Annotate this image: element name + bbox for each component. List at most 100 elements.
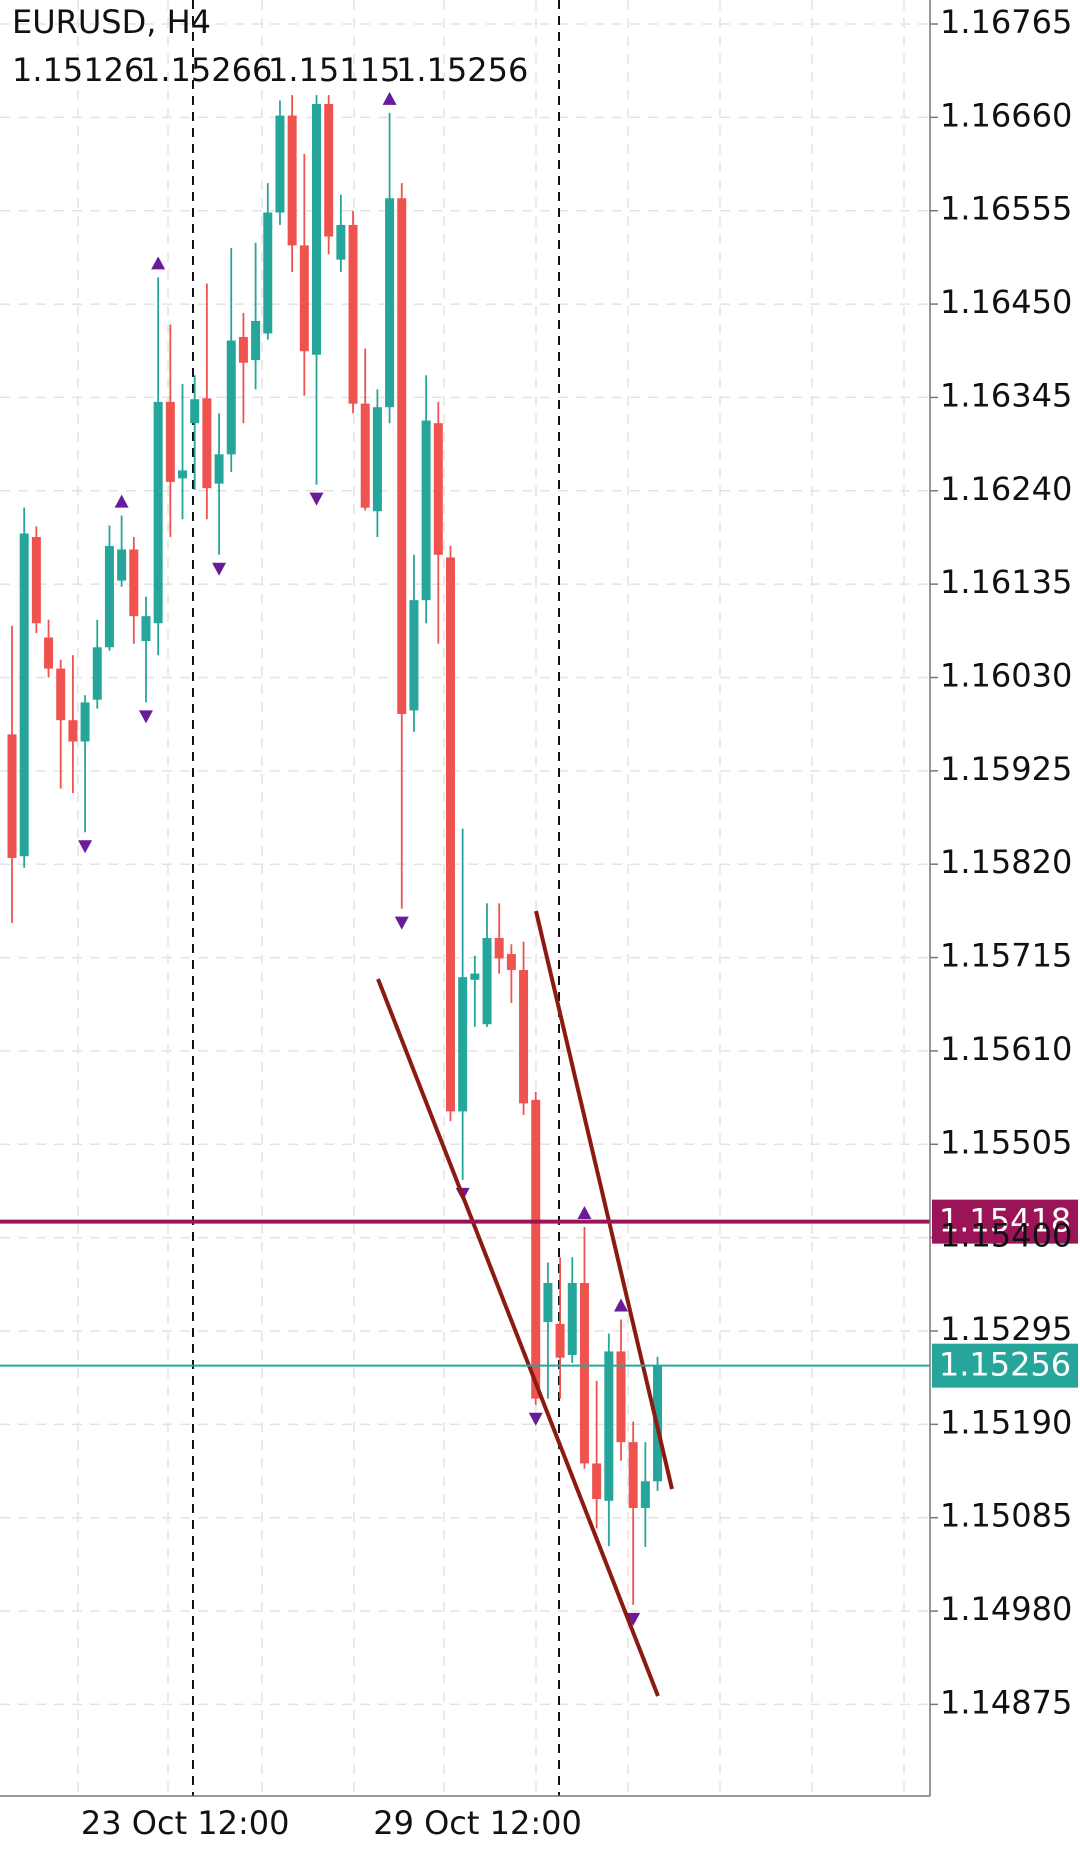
candle-body — [470, 973, 480, 980]
candle-body — [324, 104, 334, 237]
fractal-up — [151, 256, 166, 270]
candle-body — [616, 1351, 626, 1443]
candle-body — [238, 336, 248, 363]
y-tick-label: 1.16450 — [940, 283, 1072, 321]
ohlc-low: 1.15115 — [268, 51, 400, 89]
price-label-box — [932, 1343, 1078, 1388]
trend-line — [376, 978, 660, 1697]
fractal-down — [528, 1412, 543, 1426]
y-tick-label: 1.16765 — [940, 3, 1072, 41]
candle-body — [494, 938, 504, 959]
fractal-down — [78, 840, 93, 854]
y-tick-label: 1.14980 — [940, 1590, 1072, 1628]
candle-body — [397, 198, 407, 714]
overlay: 1.15418 1.15256 — [0, 1199, 1078, 1388]
candle-body — [543, 1282, 553, 1323]
candle-body — [360, 403, 370, 508]
candle-body — [44, 637, 54, 669]
candle-body — [153, 401, 163, 624]
y-tick-label: 1.15715 — [940, 937, 1072, 975]
ohlc-header: 1.15126 1.15266 1.15115 1.15256 — [12, 51, 528, 89]
candle-body — [19, 533, 29, 857]
candle-body — [202, 398, 212, 489]
candle-body — [372, 407, 382, 512]
chart-title: EURUSD, H4 — [12, 3, 211, 41]
candle-body — [421, 420, 431, 601]
candle-body — [214, 454, 224, 484]
candle-body — [385, 198, 395, 408]
candle-body — [336, 224, 346, 260]
fractal-up — [577, 1205, 592, 1219]
y-tick-label: 1.15610 — [940, 1030, 1072, 1068]
y-tick-label: 1.16660 — [940, 96, 1072, 134]
candle-body — [506, 954, 516, 971]
fractal-down — [138, 710, 153, 724]
price-label: 1.15418 — [939, 1202, 1071, 1240]
y-tick-label: 1.15820 — [940, 843, 1072, 881]
candle-body — [640, 1481, 650, 1508]
x-tick-label: 23 Oct 12:00 — [81, 1804, 290, 1842]
candle-body — [409, 600, 419, 711]
fractal-up — [382, 91, 397, 105]
candle-body — [104, 545, 114, 648]
vertical-grid — [77, 0, 905, 1796]
candle-body — [7, 734, 17, 858]
x-tick-label: 29 Oct 12:00 — [373, 1804, 582, 1842]
candle-body — [519, 970, 529, 1104]
horizontal-grid — [0, 23, 938, 1706]
y-tick-label: 1.16030 — [940, 657, 1072, 695]
candle-body — [348, 224, 358, 404]
candle-body — [604, 1351, 614, 1501]
candle-body — [299, 245, 309, 352]
fractal-down — [626, 1612, 641, 1626]
candle-body — [312, 104, 321, 355]
candles — [7, 91, 663, 1626]
candle-body — [68, 720, 78, 742]
candle-body — [531, 1099, 541, 1399]
fractal-up — [114, 494, 129, 508]
y-tick-label: 1.16345 — [940, 376, 1072, 414]
candle-body — [567, 1282, 577, 1356]
y-tick-label: 1.15085 — [940, 1497, 1072, 1535]
y-tick-label: 1.15295 — [940, 1310, 1072, 1348]
candle-body — [445, 557, 455, 1112]
candle-body — [117, 549, 127, 581]
candle-body — [579, 1282, 589, 1464]
candle-body — [263, 212, 273, 334]
candle-body — [178, 470, 188, 479]
fractal-down — [394, 916, 409, 930]
candle-body — [555, 1323, 565, 1358]
candle-body — [56, 668, 66, 721]
y-tick-label: 1.15505 — [940, 1123, 1072, 1161]
y-tick-label: 1.15925 — [940, 750, 1072, 788]
candle-body — [226, 340, 236, 455]
y-tick-label: 1.15400 — [940, 1217, 1072, 1255]
candle-body — [190, 399, 200, 424]
candle-body — [433, 423, 443, 555]
candle-body — [129, 549, 139, 617]
candle-body — [80, 702, 90, 742]
y-tick-label: 1.15190 — [940, 1403, 1072, 1441]
price-label-box — [932, 1199, 1078, 1244]
y-tick-label: 1.16135 — [940, 563, 1072, 601]
fractal-up — [614, 1298, 628, 1312]
price-label: 1.15256 — [939, 1346, 1071, 1384]
ohlc-close: 1.15256 — [396, 51, 528, 89]
candle-body — [141, 616, 151, 642]
candle-body — [287, 115, 297, 246]
candle-body — [31, 537, 41, 624]
y-tick-label: 1.14875 — [940, 1683, 1072, 1721]
y-tick-label: 1.16555 — [940, 190, 1072, 228]
candle-body — [482, 938, 492, 1025]
candle-body — [458, 977, 468, 1112]
candle-body — [592, 1463, 602, 1500]
ohlc-high: 1.15266 — [140, 51, 272, 89]
candle-body — [275, 115, 285, 213]
candle-body — [628, 1442, 638, 1508]
y-tick-label: 1.16240 — [940, 470, 1072, 508]
fractal-down — [309, 492, 324, 506]
candle-body — [165, 401, 175, 482]
trend-line — [534, 910, 674, 1490]
candle-body — [92, 647, 102, 700]
